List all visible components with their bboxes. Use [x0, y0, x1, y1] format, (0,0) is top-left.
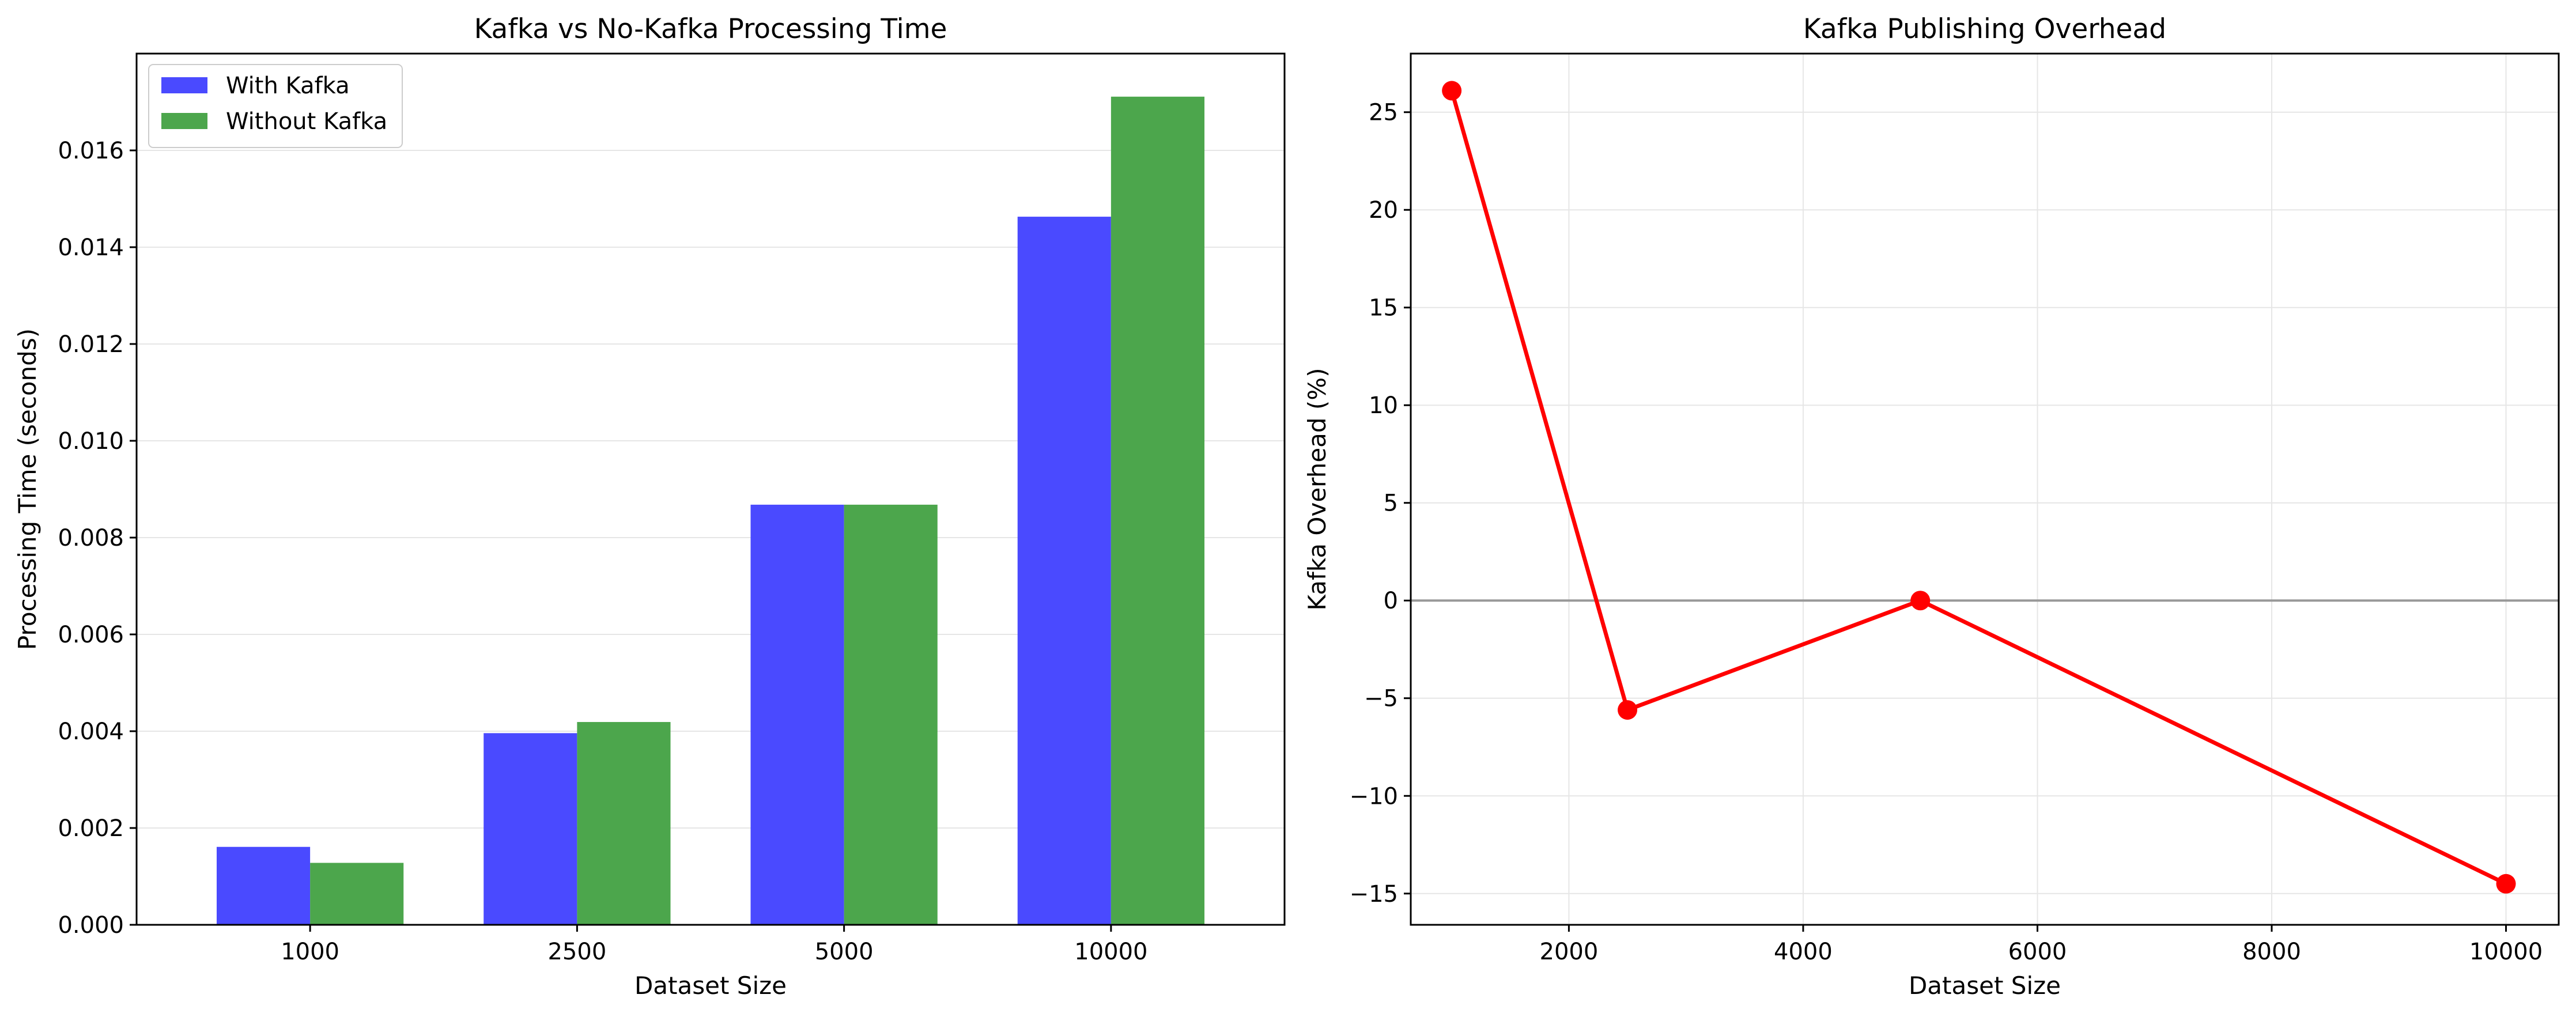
bar-chart-legend: With Kafka Without Kafka	[148, 64, 403, 148]
legend-label-with-kafka: With Kafka	[226, 73, 350, 99]
overhead-point-1000	[1442, 81, 1462, 101]
x-tick-label: 2000	[1540, 939, 1599, 965]
overhead-point-10000	[2496, 874, 2516, 894]
line-chart-title: Kafka Publishing Overhead	[1803, 13, 2166, 45]
legend-swatch-with-kafka	[161, 77, 207, 93]
y-tick-label: 20	[1369, 197, 1398, 224]
y-tick-label: 0.014	[58, 235, 124, 261]
bar-with-kafka-10000	[1017, 217, 1111, 925]
bar-chart-x-axis-label: Dataset Size	[634, 971, 787, 1000]
bar-chart-title: Kafka vs No-Kafka Processing Time	[474, 13, 947, 45]
line-chart-series	[1442, 81, 2516, 894]
line-chart-gridlines	[1411, 54, 2559, 925]
y-tick-label: 0.000	[58, 912, 124, 939]
y-tick-label: −5	[1364, 686, 1398, 712]
overhead-point-2500	[1618, 700, 1638, 720]
bar-chart-y-axis-label: Processing Time (seconds)	[13, 328, 41, 650]
bar-without-kafka-2500	[577, 722, 671, 925]
y-tick-label: 0.010	[58, 428, 124, 455]
line-chart-y-axis-label: Kafka Overhead (%)	[1303, 368, 1331, 610]
bar-chart-x-ticks: 1000 2500 5000 10000	[281, 925, 1148, 965]
y-tick-label: 0.016	[58, 138, 124, 164]
x-tick-label: 6000	[2008, 939, 2067, 965]
bar-chart-bars	[216, 96, 1205, 925]
bar-without-kafka-5000	[844, 504, 938, 925]
bar-with-kafka-1000	[216, 846, 311, 925]
y-tick-label: 0.012	[58, 331, 124, 358]
bar-without-kafka-1000	[310, 863, 404, 925]
y-tick-label: 10	[1369, 392, 1398, 419]
legend-label-without-kafka: Without Kafka	[226, 108, 387, 135]
y-tick-label: 0.008	[58, 525, 124, 551]
x-tick-label: 10000	[1074, 939, 1147, 965]
y-tick-label: 15	[1369, 295, 1398, 322]
bar-without-kafka-10000	[1111, 96, 1205, 925]
overhead-point-5000	[1910, 591, 1931, 611]
line-chart-frame	[1410, 52, 2560, 926]
bar-chart: 0.000 0.002 0.004 0.006 0.008 0.010 0.012 0.014…	[13, 13, 1286, 1000]
y-tick-label: 0.002	[58, 815, 124, 842]
y-tick-label: 0	[1384, 588, 1398, 614]
bar-with-kafka-2500	[484, 733, 577, 925]
bar-with-kafka-5000	[750, 504, 844, 925]
line-chart-x-axis-label: Dataset Size	[1909, 971, 2061, 1000]
y-tick-label: 0.004	[58, 719, 124, 745]
x-tick-label: 8000	[2242, 939, 2301, 965]
overhead-line	[1449, 90, 2507, 886]
y-tick-label: −10	[1350, 783, 1398, 810]
legend-box	[148, 64, 403, 148]
x-tick-label: 4000	[1774, 939, 1833, 965]
x-tick-label: 5000	[815, 939, 874, 965]
line-chart-x-ticks: 2000 4000 6000 8000 10000	[1540, 925, 2543, 965]
line-chart: −15 −10 −5 0 5 10 15 20 25 2000 4000 6000 8000 10000…	[1303, 13, 2560, 1000]
bar-chart-frame	[135, 52, 1286, 926]
x-tick-label: 2500	[547, 939, 606, 965]
x-tick-label: 1000	[281, 939, 339, 965]
y-tick-label: 25	[1369, 100, 1398, 126]
y-tick-label: 0.006	[58, 622, 124, 648]
legend-swatch-without-kafka	[161, 113, 207, 129]
line-chart-y-ticks: −15 −10 −5 0 5 10 15 20 25	[1350, 100, 1411, 908]
y-tick-label: 5	[1384, 490, 1398, 517]
y-tick-label: −15	[1350, 881, 1398, 908]
bar-chart-y-ticks: 0.000 0.002 0.004 0.006 0.008 0.010 0.012 0.014…	[58, 138, 137, 939]
x-tick-label: 10000	[2469, 939, 2543, 965]
bar-chart-gridlines	[137, 150, 1285, 925]
